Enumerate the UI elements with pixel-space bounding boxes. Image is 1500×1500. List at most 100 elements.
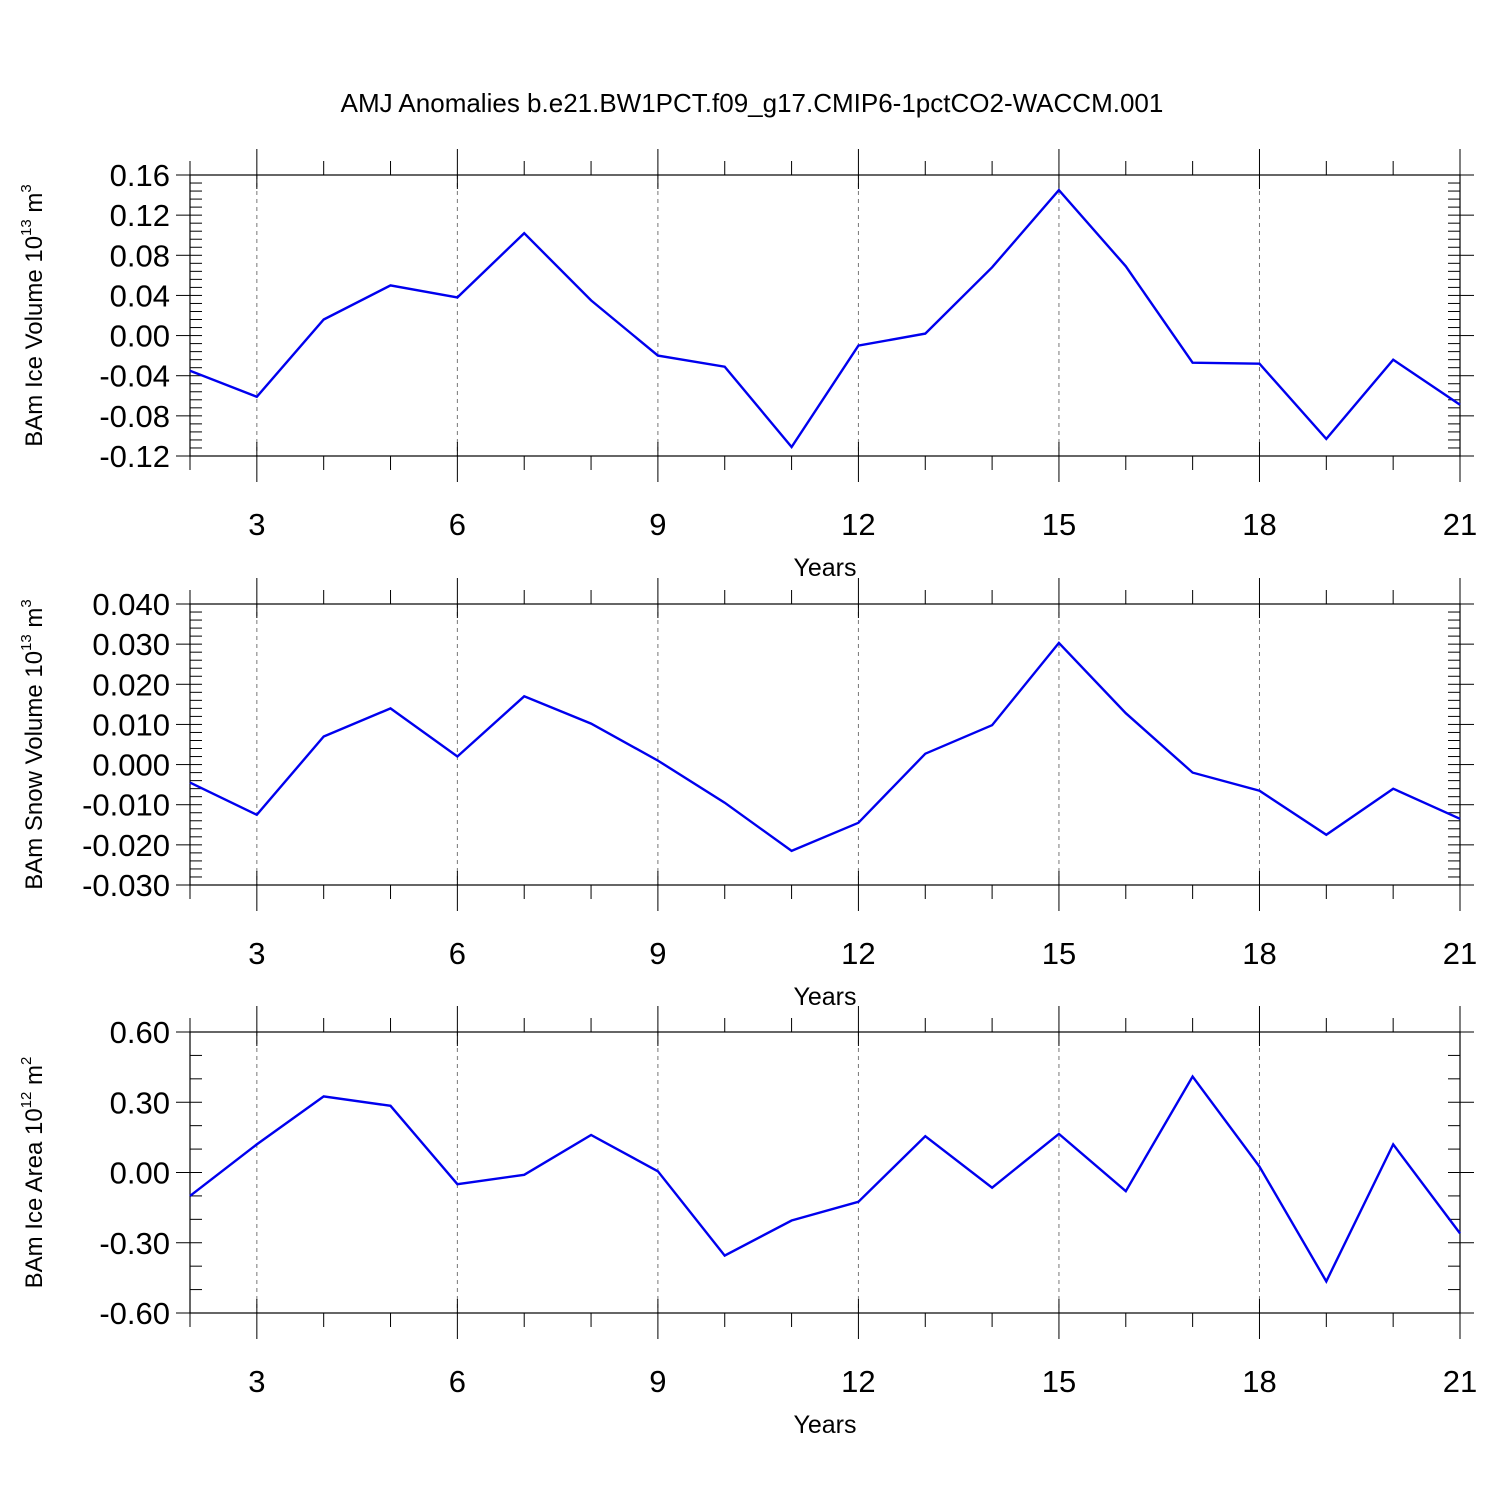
x-axis-label: Years [793, 983, 856, 1011]
data-point [322, 1094, 326, 1098]
y-tick-label: -0.010 [82, 788, 170, 823]
data-point [522, 231, 526, 235]
series-line [189, 641, 1461, 853]
data-point [856, 821, 860, 825]
y-tick-label: 0.04 [110, 278, 170, 313]
data-point [723, 1254, 727, 1258]
data-point [1458, 1231, 1462, 1235]
y-tick-label: 0.00 [110, 319, 170, 354]
x-tick-label: 3 [248, 507, 265, 542]
y-axis-label: BAm Ice Volume 1013 m3 [18, 184, 48, 446]
y-tick-label: 0.040 [92, 587, 170, 622]
y-tick-label: 0.030 [92, 627, 170, 662]
data-point [1324, 1279, 1328, 1283]
data-point [1257, 789, 1261, 793]
y-tick-label: 0.020 [92, 667, 170, 702]
x-tick-label: 15 [1042, 507, 1076, 542]
plot-frame [189, 1031, 1461, 1314]
series-line [189, 1074, 1461, 1284]
x-tick-label: 18 [1242, 507, 1276, 542]
data-point [1057, 188, 1061, 192]
data-point [322, 318, 326, 322]
data-point [455, 295, 459, 299]
x-tick-label: 21 [1443, 936, 1477, 971]
data-point [656, 759, 660, 763]
panel-1: 0.16 0.12 0.08 0.04 0.00 -0.04 -0.08 -0.12 3 6 9 12… [18, 149, 1477, 582]
x-tick-label: 15 [1042, 1364, 1076, 1399]
y-axis-label: BAm Ice Area 1012 m2 [18, 1057, 48, 1289]
data-point [255, 813, 259, 817]
data-point [990, 1186, 994, 1190]
data-point [455, 1182, 459, 1186]
plot-frame [189, 174, 1461, 457]
data-point [1124, 1189, 1128, 1193]
y-tick-label: -0.12 [99, 439, 170, 474]
data-point [188, 781, 192, 785]
data-point [1257, 362, 1261, 366]
data-point [322, 734, 326, 738]
data-point [1057, 641, 1061, 645]
data-point [1391, 787, 1395, 791]
x-tick-label: 3 [248, 1364, 265, 1399]
y-tick-label: -0.030 [82, 868, 170, 903]
plot-frame [189, 603, 1461, 886]
y-tick-label: -0.04 [99, 359, 170, 394]
x-tick-label: 6 [449, 936, 466, 971]
data-point [1191, 361, 1195, 365]
data-point [1057, 1132, 1061, 1136]
y-tick-label: 0.30 [110, 1085, 170, 1120]
data-point [1458, 817, 1462, 821]
data-point [589, 1133, 593, 1137]
data-point [723, 365, 727, 369]
x-tick-label: 3 [248, 936, 265, 971]
data-point [188, 369, 192, 373]
x-tick-label: 9 [649, 507, 666, 542]
data-point [455, 755, 459, 759]
data-point [923, 332, 927, 336]
data-point [1191, 1074, 1195, 1078]
y-tick-label: 0.08 [110, 238, 170, 273]
data-point [389, 706, 393, 710]
data-point [522, 694, 526, 698]
x-tick-label: 18 [1242, 936, 1276, 971]
data-point [1191, 771, 1195, 775]
y-axis-label: BAm Snow Volume 1013 m3 [18, 599, 48, 890]
y-tick-label: 0.12 [110, 198, 170, 233]
data-point [856, 1200, 860, 1204]
x-tick-label: 12 [841, 936, 875, 971]
x-tick-label: 6 [449, 1364, 466, 1399]
data-point [656, 354, 660, 358]
y-tick-label: -0.60 [99, 1296, 170, 1331]
data-point [656, 1169, 660, 1173]
y-tick-label: 0.000 [92, 748, 170, 783]
series-line [189, 188, 1461, 450]
data-point [1458, 403, 1462, 407]
data-point [1391, 1142, 1395, 1146]
y-tick-label: -0.020 [82, 828, 170, 863]
x-tick-label: 6 [449, 507, 466, 542]
x-tick-label: 18 [1242, 1364, 1276, 1399]
data-point [990, 723, 994, 727]
y-tick-label: 0.010 [92, 707, 170, 742]
data-point [389, 1104, 393, 1108]
x-tick-label: 21 [1443, 507, 1477, 542]
y-tick-label: -0.30 [99, 1226, 170, 1261]
data-point [589, 722, 593, 726]
data-point [1324, 437, 1328, 441]
data-point [790, 445, 794, 449]
data-point [1124, 264, 1128, 268]
data-point [1257, 1165, 1261, 1169]
x-tick-label: 9 [649, 1364, 666, 1399]
x-axis-label: Years [793, 554, 856, 582]
data-point [790, 849, 794, 853]
data-point [1324, 833, 1328, 837]
data-point [1124, 711, 1128, 715]
data-point [255, 395, 259, 399]
data-point [856, 344, 860, 348]
y-tick-label: 0.00 [110, 1156, 170, 1191]
data-point [1391, 358, 1395, 362]
y-tick-label: 0.16 [110, 158, 170, 193]
panel-3: 0.60 0.30 0.00 -0.30 -0.60 3 6 9 12 15 18 21 Years BA… [18, 1006, 1477, 1439]
data-point [255, 1142, 259, 1146]
